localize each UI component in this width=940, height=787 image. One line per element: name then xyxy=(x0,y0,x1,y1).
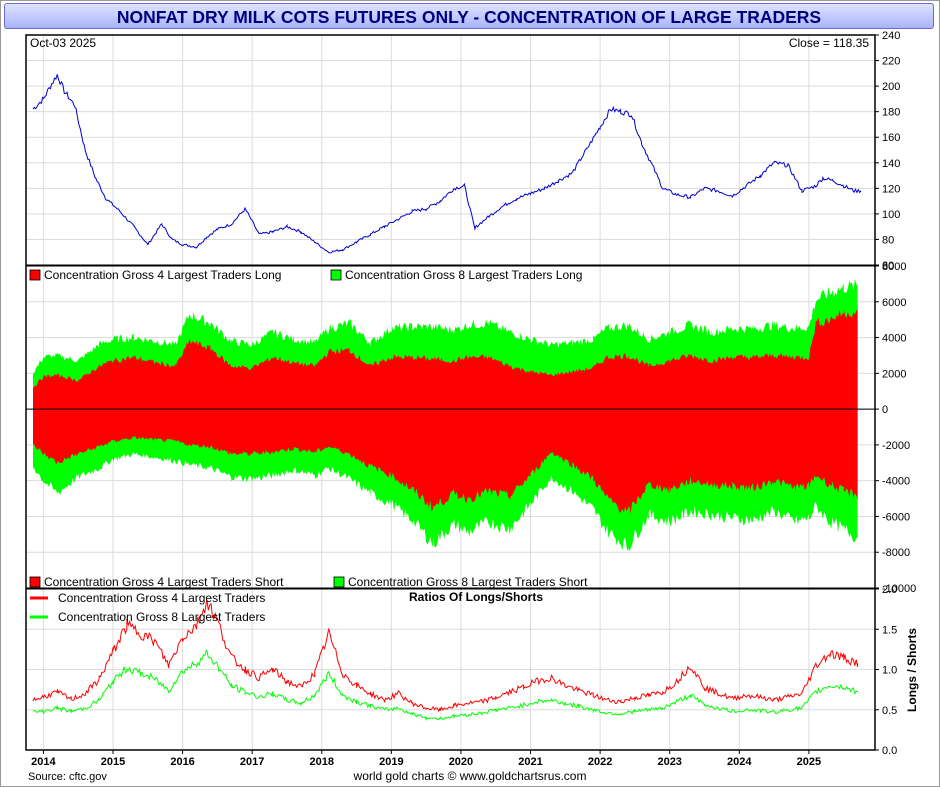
x-tick-label: 2020 xyxy=(449,756,473,768)
ratio-y-tick-label: 1.0 xyxy=(882,665,897,677)
legend-4-short-swatch xyxy=(29,576,41,588)
price-y-tick-label: 160 xyxy=(882,132,900,144)
close-label: Close = 118.35 xyxy=(789,36,869,50)
ratio-y-tick-label: 0.5 xyxy=(882,705,897,717)
credit-label: world gold charts © www.goldchartsrus.co… xyxy=(353,769,587,783)
price-y-tick-label: 200 xyxy=(882,81,900,93)
legend-4-long-swatch xyxy=(29,269,41,281)
ratio-y-tick-label: 1.5 xyxy=(882,624,897,636)
area-4-largest-short xyxy=(33,409,858,514)
ratio-y-tick-label: 2.0 xyxy=(882,584,897,596)
x-tick-label: 2025 xyxy=(797,756,821,768)
x-tick-label: 2015 xyxy=(101,756,125,768)
legend-8-short-swatch xyxy=(333,576,345,588)
legend-8-long-label: Concentration Gross 8 Largest Traders Lo… xyxy=(345,268,582,282)
area-4-largest-long xyxy=(33,308,858,410)
positions-y-tick-label: -6000 xyxy=(882,511,910,523)
positions-y-tick-label: -8000 xyxy=(882,547,910,559)
ratio-y-axis-label: Longs / Shorts xyxy=(905,628,919,712)
source-label: Source: cftc.gov xyxy=(28,771,107,783)
price-y-tick-label: 220 xyxy=(882,56,900,68)
positions-y-tick-label: -2000 xyxy=(882,440,910,452)
x-tick-label: 2018 xyxy=(310,756,334,768)
title-bar: NONFAT DRY MILK COTS FUTURES ONLY - CONC… xyxy=(4,3,934,29)
date-label: Oct-03 2025 xyxy=(30,36,96,50)
x-tick-label: 2024 xyxy=(727,756,752,768)
positions-y-tick-label: 0 xyxy=(882,404,888,416)
ratio-line-8-largest xyxy=(32,649,859,722)
price-y-tick-label: 80 xyxy=(882,234,894,246)
positions-y-tick-label: 8000 xyxy=(882,261,906,273)
price-y-tick-label: 240 xyxy=(882,30,900,42)
legend-ratio-4-label: Concentration Gross 4 Largest Traders xyxy=(58,591,265,605)
x-tick-label: 2017 xyxy=(240,756,264,768)
legend-4-long-label: Concentration Gross 4 Largest Traders Lo… xyxy=(44,268,281,282)
positions-y-tick-label: 6000 xyxy=(882,297,906,309)
price-y-tick-label: 100 xyxy=(882,209,900,221)
text-layer: Oct-03 2025 Close = 118.35 Source: cftc.… xyxy=(28,30,919,783)
price-panel-border xyxy=(25,34,876,266)
data-layer xyxy=(32,74,862,722)
x-tick-label: 2021 xyxy=(518,756,542,768)
positions-y-tick-label: -4000 xyxy=(882,476,910,488)
chart-title: NONFAT DRY MILK COTS FUTURES ONLY - CONC… xyxy=(116,7,822,27)
legend-8-long-swatch xyxy=(330,269,342,281)
x-tick-label: 2019 xyxy=(379,756,403,768)
ratio-panel-title: Ratios Of Longs/Shorts xyxy=(409,590,543,604)
price-y-tick-label: 120 xyxy=(882,183,900,195)
price-y-tick-label: 140 xyxy=(882,158,900,170)
positions-y-tick-label: -10000 xyxy=(882,583,916,595)
positions-y-tick-label: 2000 xyxy=(882,368,906,380)
x-tick-label: 2022 xyxy=(588,756,612,768)
legend-ratio-8-label: Concentration Gross 8 Largest Traders xyxy=(58,610,265,624)
legend-4-short-label: Concentration Gross 4 Largest Traders Sh… xyxy=(44,575,284,589)
ratio-y-tick-label: 0.0 xyxy=(882,745,897,757)
x-tick-label: 2023 xyxy=(657,756,681,768)
plot-border xyxy=(25,34,876,751)
price-y-tick-label: 180 xyxy=(882,107,900,119)
x-tick-label: 2016 xyxy=(170,756,194,768)
price-y-tick-label: 60 xyxy=(882,260,894,272)
legend-8-short-label: Concentration Gross 8 Largest Traders Sh… xyxy=(348,575,588,589)
positions-y-tick-label: 4000 xyxy=(882,333,906,345)
x-tick-label: 2014 xyxy=(31,756,56,768)
axis-layer xyxy=(25,34,879,754)
price-line xyxy=(32,74,862,254)
ratio-line-4-largest xyxy=(32,599,859,713)
